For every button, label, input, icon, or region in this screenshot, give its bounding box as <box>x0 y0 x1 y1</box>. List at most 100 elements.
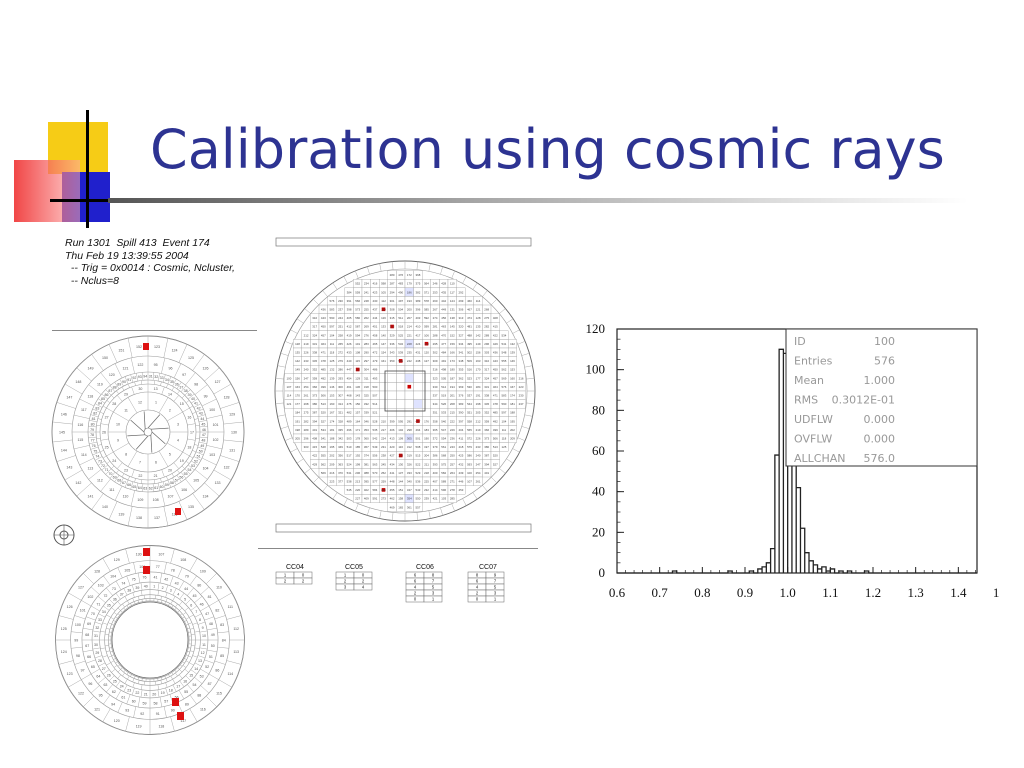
event-info-line: Run 1301 Spill 413 Event 174 <box>65 237 210 249</box>
crystal-cell <box>413 382 423 392</box>
crystal-number: 324 <box>312 333 317 337</box>
y-tick-label: 80 <box>592 402 605 417</box>
crystal-number: 386 <box>433 454 438 458</box>
logo-vertical-line <box>86 110 89 228</box>
crystal-number: 387 <box>312 411 317 415</box>
crystal-number: 313 <box>458 316 463 320</box>
crystal-number: 105 <box>124 568 130 572</box>
ring-segment-edge <box>154 479 156 484</box>
crystal-number: 217 <box>381 428 386 432</box>
page-title: Calibration using cosmic rays <box>150 118 945 181</box>
crystal-number: 159 <box>450 342 455 346</box>
crystal-number: 54 <box>187 468 191 472</box>
crystal-number: 119 <box>381 308 386 312</box>
crystal-number: 63 <box>103 683 107 687</box>
crystal-number: 315 <box>390 316 395 320</box>
cluster-box-label: CC06 <box>416 564 434 571</box>
crystal-number: 387 <box>484 454 489 458</box>
crystal-number: 590 <box>501 402 506 406</box>
crystal-number: 493 <box>372 376 377 380</box>
crystal-number: 501 <box>415 437 420 441</box>
crystal-number: 352 <box>484 411 489 415</box>
ring-segment-edge <box>187 587 194 596</box>
ring-segment-edge <box>91 493 104 510</box>
ring-segment-edge <box>223 439 244 443</box>
crystal-number: 496 <box>347 428 352 432</box>
crystal-number: 583 <box>501 394 506 398</box>
crystal-number: 259 <box>381 480 386 484</box>
crystal-number: 113 <box>424 342 429 346</box>
crystal-number: 535 <box>372 428 377 432</box>
crystal-number: 332 <box>364 402 369 406</box>
crystal-number: 115 <box>355 359 360 363</box>
crystal-number: 547 <box>441 428 446 432</box>
ring-segment-edge <box>164 601 167 605</box>
crystal-cell <box>387 373 397 383</box>
ring-segment-edge <box>192 450 197 453</box>
crystal-number: 117 <box>450 290 455 294</box>
ring-segment-edge <box>107 622 112 625</box>
crystal-number: 165 <box>398 505 403 509</box>
crystal-number: 115 <box>216 691 222 695</box>
crystal-number: 280 <box>390 273 395 277</box>
crystal-number: 53 <box>200 675 204 679</box>
crystal-number: 564 <box>424 282 429 286</box>
crystal-cell <box>396 373 406 383</box>
crystal-number: 142 <box>75 481 81 485</box>
crystal-number: 230 <box>519 394 524 398</box>
crystal-number: 406 <box>390 428 395 432</box>
ring-segment-edge <box>177 469 180 474</box>
crystal-number: 465 <box>372 342 377 346</box>
stat-value: 0.000 <box>864 413 896 426</box>
crystal-number: 7 <box>139 460 141 464</box>
ring-segment-edge <box>98 613 106 618</box>
crystal-number: 212 <box>476 419 481 423</box>
ring-segment-edge <box>179 680 185 688</box>
crystal-number: 485 <box>493 411 498 415</box>
histogram-chart: 0.6 0.7 0.8 0.9 1.0 1.1 1.2 1.3 1.4 1.5 0 20 40 60 80… <box>586 321 1001 600</box>
crystal-number: 44 <box>184 587 188 591</box>
crystal-number: 181 <box>510 402 515 406</box>
crystal-number: 141 <box>87 494 93 498</box>
x-tick-label: 0.6 <box>609 585 626 600</box>
hit-marker <box>381 488 386 492</box>
crystal-number: 151 <box>398 488 403 492</box>
ring-segment-edge <box>204 616 215 621</box>
crystal-number: 173 <box>450 359 455 363</box>
crystal-number: 247 <box>304 376 309 380</box>
ring-segment-edge <box>125 548 130 564</box>
ring-segment-edge <box>113 411 130 422</box>
crystal-cell <box>422 399 431 409</box>
ring-segment-edge <box>182 451 190 457</box>
ring-segment-edge <box>132 592 135 598</box>
crystal-number: 110 <box>123 495 129 499</box>
ring-segment-edge <box>207 627 218 631</box>
crystal-number: 81 <box>208 595 212 599</box>
crystal-number: 73 <box>112 587 116 591</box>
crystal-number: 380 <box>312 402 317 406</box>
crystal-number: 555 <box>501 359 506 363</box>
crystal-number: 457 <box>493 376 498 380</box>
crystal-number: 530 <box>467 385 472 389</box>
ring-segment-edge <box>200 586 210 595</box>
ring-segment-edge <box>182 407 190 413</box>
crystal-number: 384 <box>347 290 352 294</box>
ring-segment-edge <box>201 457 217 466</box>
crystal-number: 377 <box>338 480 343 484</box>
crystal-number: 246 <box>433 282 438 286</box>
ring-segment-edge <box>152 372 155 381</box>
outer-crystal-edge <box>277 414 286 417</box>
ring-segment-edge <box>64 383 83 395</box>
crystal-number: 506 <box>493 437 498 441</box>
ring-segment-edge <box>115 690 122 700</box>
ring-segment-edge <box>137 677 139 680</box>
ring-segment-edge <box>168 674 170 677</box>
ring-segment-edge <box>185 654 189 657</box>
crystal-number: 413 <box>390 437 395 441</box>
crystal-number: 68 <box>117 479 121 483</box>
outer-crystal-edge <box>312 477 319 484</box>
ring-segment-edge <box>83 695 95 707</box>
ring-segment-edge <box>179 592 185 600</box>
crystal-number: 34 <box>165 378 169 382</box>
crystal-number: 353 <box>364 428 369 432</box>
